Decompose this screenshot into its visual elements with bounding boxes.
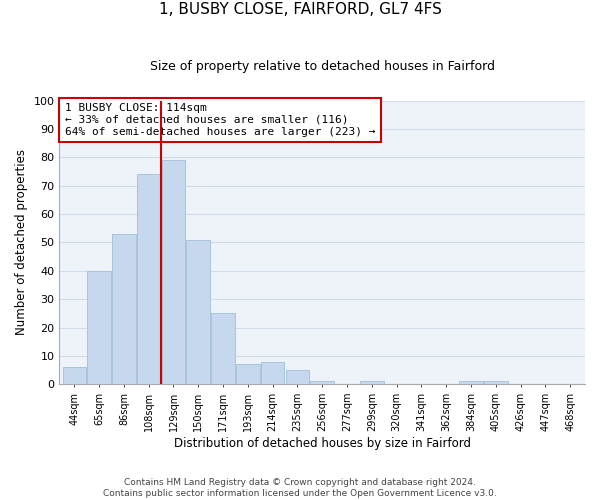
Bar	[360, 382, 383, 384]
Text: 1, BUSBY CLOSE, FAIRFORD, GL7 4FS: 1, BUSBY CLOSE, FAIRFORD, GL7 4FS	[158, 2, 442, 18]
Bar	[187, 240, 210, 384]
Title: Size of property relative to detached houses in Fairford: Size of property relative to detached ho…	[150, 60, 495, 73]
Bar	[211, 314, 235, 384]
Bar	[161, 160, 185, 384]
Bar	[236, 364, 260, 384]
Text: Contains HM Land Registry data © Crown copyright and database right 2024.
Contai: Contains HM Land Registry data © Crown c…	[103, 478, 497, 498]
Bar	[286, 370, 309, 384]
Bar	[88, 271, 111, 384]
Bar	[137, 174, 160, 384]
Y-axis label: Number of detached properties: Number of detached properties	[15, 150, 28, 336]
Bar	[261, 362, 284, 384]
Bar	[459, 382, 483, 384]
Text: 1 BUSBY CLOSE: 114sqm
← 33% of detached houses are smaller (116)
64% of semi-det: 1 BUSBY CLOSE: 114sqm ← 33% of detached …	[65, 104, 375, 136]
Bar	[484, 382, 508, 384]
X-axis label: Distribution of detached houses by size in Fairford: Distribution of detached houses by size …	[174, 437, 471, 450]
Bar	[310, 382, 334, 384]
Bar	[112, 234, 136, 384]
Bar	[62, 368, 86, 384]
